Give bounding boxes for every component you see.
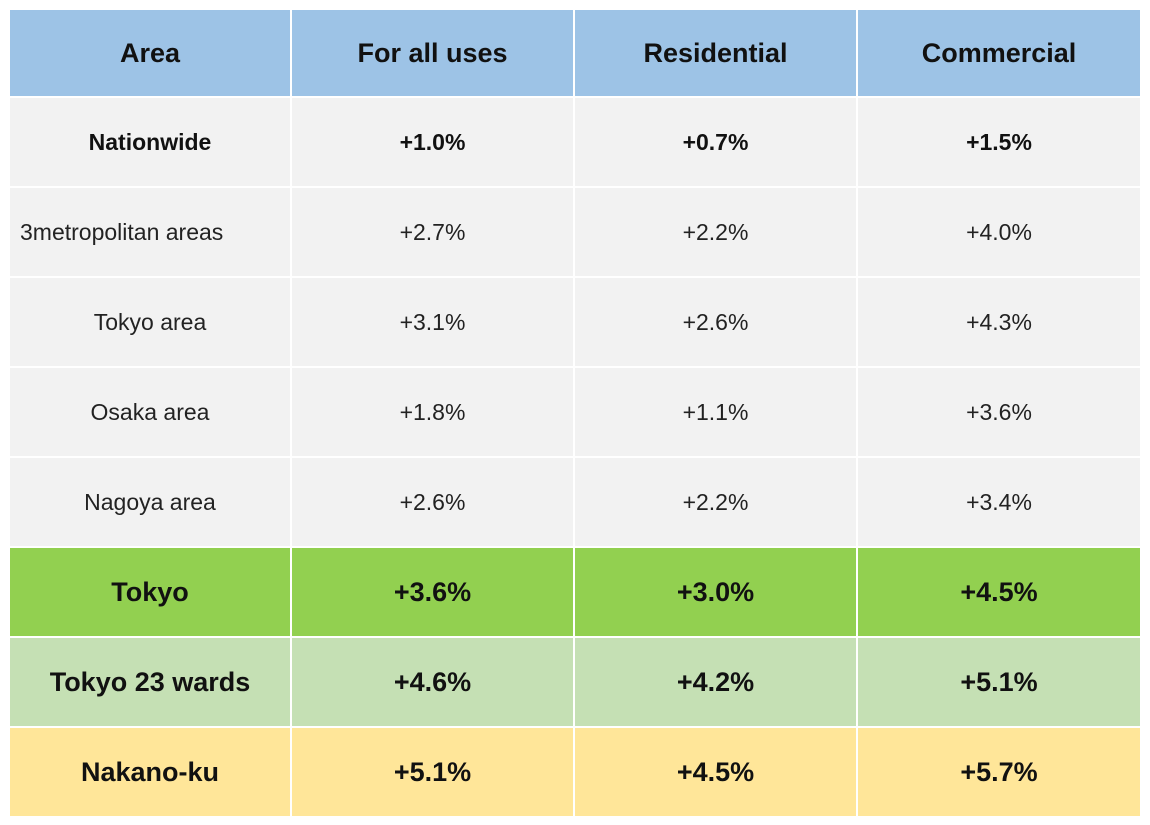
cell-all-uses: +4.6% <box>290 636 575 728</box>
cell-all-uses: +1.0% <box>290 96 575 188</box>
table-row-osaka-area: Osaka area +1.8% +1.1% +3.6% <box>8 366 1142 458</box>
cell-residential: +2.2% <box>573 456 858 548</box>
header-row: Area For all uses Residential Commercial <box>8 8 1142 98</box>
row-label: Nationwide <box>8 96 292 188</box>
cell-residential: +0.7% <box>573 96 858 188</box>
row-label: Nagoya area <box>8 456 292 548</box>
cell-all-uses: +3.6% <box>290 546 575 638</box>
cell-commercial: +3.6% <box>856 366 1142 458</box>
cell-commercial: +4.3% <box>856 276 1142 368</box>
cell-all-uses: +1.8% <box>290 366 575 458</box>
land-price-change-table: Area For all uses Residential Commercial… <box>8 8 1142 818</box>
cell-residential: +2.2% <box>573 186 858 278</box>
row-label: Osaka area <box>8 366 292 458</box>
row-label: Tokyo area <box>8 276 292 368</box>
table-row-tokyo-23-wards: Tokyo 23 wards +4.6% +4.2% +5.1% <box>8 636 1142 728</box>
table-row-tokyo: Tokyo +3.6% +3.0% +4.5% <box>8 546 1142 638</box>
table-row-nagoya-area: Nagoya area +2.6% +2.2% +3.4% <box>8 456 1142 548</box>
cell-commercial: +4.5% <box>856 546 1142 638</box>
cell-all-uses: +3.1% <box>290 276 575 368</box>
cell-residential: +3.0% <box>573 546 858 638</box>
column-header-commercial: Commercial <box>856 8 1142 98</box>
table-row-nakano-ku: Nakano-ku +5.1% +4.5% +5.7% <box>8 726 1142 818</box>
table-container: Area For all uses Residential Commercial… <box>8 8 1142 818</box>
column-header-residential: Residential <box>573 8 858 98</box>
row-label: Nakano-ku <box>8 726 292 818</box>
table-row-tokyo-area: Tokyo area +3.1% +2.6% +4.3% <box>8 276 1142 368</box>
cell-commercial: +3.4% <box>856 456 1142 548</box>
table-row-3metropolitan: 3metropolitan areas +2.7% +2.2% +4.0% <box>8 186 1142 278</box>
row-label: Tokyo 23 wards <box>8 636 292 728</box>
table-row-nationwide: Nationwide +1.0% +0.7% +1.5% <box>8 96 1142 188</box>
cell-commercial: +5.7% <box>856 726 1142 818</box>
cell-residential: +4.2% <box>573 636 858 728</box>
column-header-all-uses: For all uses <box>290 8 575 98</box>
cell-commercial: +4.0% <box>856 186 1142 278</box>
cell-all-uses: +2.6% <box>290 456 575 548</box>
cell-all-uses: +2.7% <box>290 186 575 278</box>
cell-commercial: +1.5% <box>856 96 1142 188</box>
column-header-area: Area <box>8 8 292 98</box>
cell-residential: +1.1% <box>573 366 858 458</box>
row-label: Tokyo <box>8 546 292 638</box>
cell-residential: +4.5% <box>573 726 858 818</box>
row-label: 3metropolitan areas <box>8 186 292 278</box>
cell-commercial: +5.1% <box>856 636 1142 728</box>
cell-residential: +2.6% <box>573 276 858 368</box>
cell-all-uses: +5.1% <box>290 726 575 818</box>
